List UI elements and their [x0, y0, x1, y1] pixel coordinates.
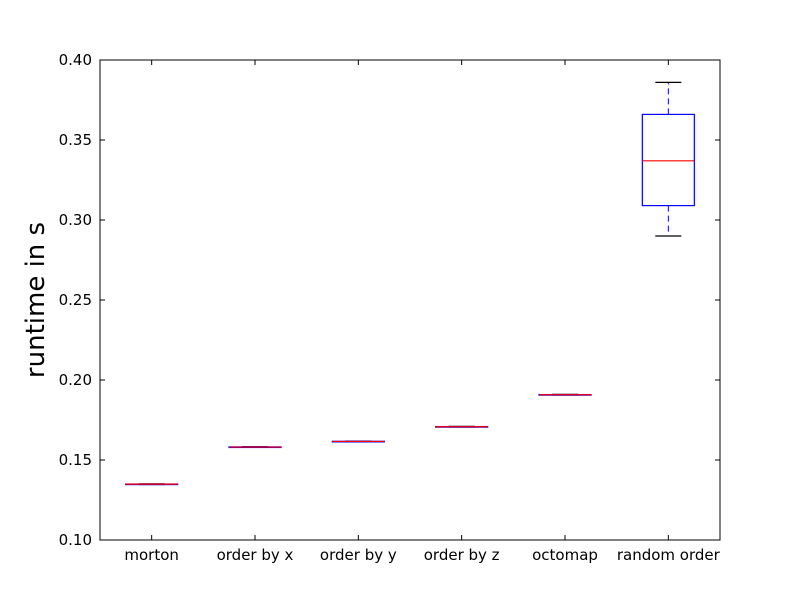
- x-tick-label: random order: [617, 546, 721, 564]
- y-tick-label: 0.20: [59, 371, 92, 389]
- iqr-box: [641, 113, 695, 207]
- x-tick-label: morton: [124, 546, 179, 564]
- y-tick-label: 0.25: [59, 291, 92, 309]
- x-tick-label: order by z: [424, 546, 500, 564]
- box-octomap: [538, 393, 592, 396]
- box-order-by-y: [331, 440, 385, 443]
- box-series: [125, 81, 695, 486]
- plot-area: [99, 59, 721, 541]
- box-order-by-x: [228, 446, 282, 449]
- y-axis-title: runtime in s: [21, 222, 51, 378]
- y-tick-label: 0.15: [59, 451, 92, 469]
- y-tick-label: 0.40: [59, 51, 92, 69]
- x-tick-label: order by y: [320, 546, 397, 564]
- y-tick-label: 0.10: [59, 531, 92, 549]
- y-axis: 0.10 0.15 0.20 0.25 0.30 0.35 0.40: [59, 51, 720, 549]
- box-order-by-z: [435, 425, 489, 428]
- x-tick-label: order by x: [217, 546, 294, 564]
- y-tick-label: 0.30: [59, 211, 92, 229]
- x-tick-label: octomap: [532, 546, 598, 564]
- y-tick-label: 0.35: [59, 131, 92, 149]
- box-morton: [125, 483, 179, 486]
- x-axis: morton order by x order by y order by z octo…: [124, 60, 721, 564]
- box-random-order: [641, 81, 695, 237]
